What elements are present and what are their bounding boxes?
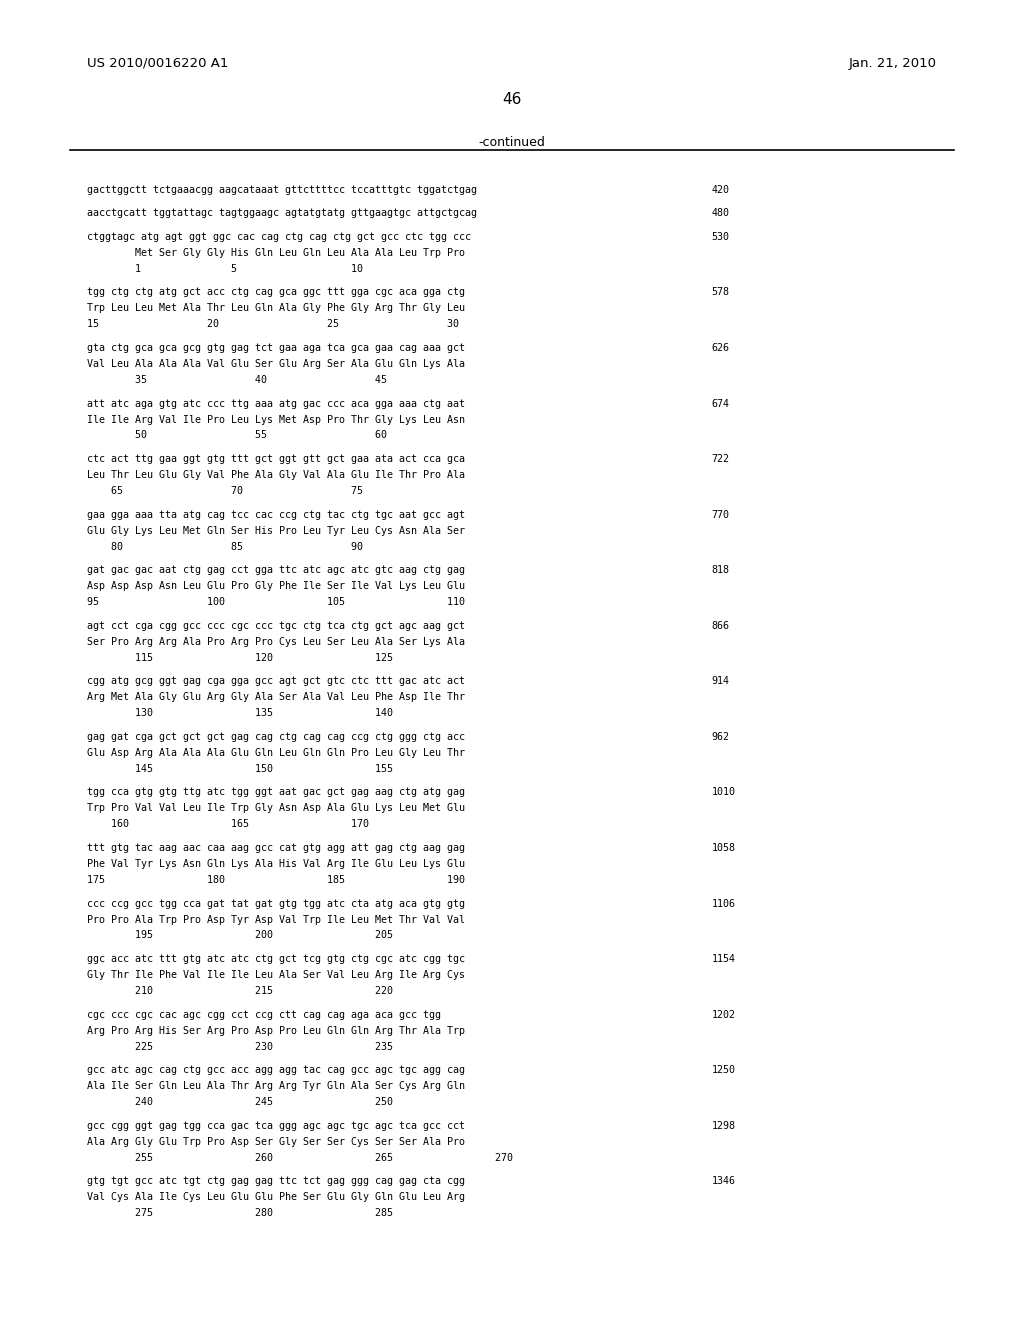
Text: 50                  55                  60: 50 55 60	[87, 430, 387, 441]
Text: 674: 674	[712, 399, 730, 408]
Text: Ser Pro Arg Arg Ala Pro Arg Pro Cys Leu Ser Leu Ala Ser Lys Ala: Ser Pro Arg Arg Ala Pro Arg Pro Cys Leu …	[87, 636, 465, 647]
Text: Ala Ile Ser Gln Leu Ala Thr Arg Arg Tyr Gln Ala Ser Cys Arg Gln: Ala Ile Ser Gln Leu Ala Thr Arg Arg Tyr …	[87, 1081, 465, 1092]
Text: 1298: 1298	[712, 1121, 735, 1131]
Text: ggc acc atc ttt gtg atc atc ctg gct tcg gtg ctg cgc atc cgg tgc: ggc acc atc ttt gtg atc atc ctg gct tcg …	[87, 954, 465, 964]
Text: 530: 530	[712, 232, 730, 242]
Text: 1154: 1154	[712, 954, 735, 964]
Text: 225                 230                 235: 225 230 235	[87, 1041, 393, 1052]
Text: Ala Arg Gly Glu Trp Pro Asp Ser Gly Ser Ser Cys Ser Ser Ala Pro: Ala Arg Gly Glu Trp Pro Asp Ser Gly Ser …	[87, 1137, 465, 1147]
Text: ctc act ttg gaa ggt gtg ttt gct ggt gtt gct gaa ata act cca gca: ctc act ttg gaa ggt gtg ttt gct ggt gtt …	[87, 454, 465, 465]
Text: 240                 245                 250: 240 245 250	[87, 1097, 393, 1107]
Text: 275                 280                 285: 275 280 285	[87, 1208, 393, 1218]
Text: gtg tgt gcc atc tgt ctg gag gag ttc tct gag ggg cag gag cta cgg: gtg tgt gcc atc tgt ctg gag gag ttc tct …	[87, 1176, 465, 1187]
Text: 35                  40                  45: 35 40 45	[87, 375, 387, 385]
Text: 145                 150                 155: 145 150 155	[87, 764, 393, 774]
Text: 1106: 1106	[712, 899, 735, 908]
Text: Glu Asp Arg Ala Ala Ala Glu Gln Leu Gln Gln Pro Leu Gly Leu Thr: Glu Asp Arg Ala Ala Ala Glu Gln Leu Gln …	[87, 748, 465, 758]
Text: gcc atc agc cag ctg gcc acc agg agg tac cag gcc agc tgc agg cag: gcc atc agc cag ctg gcc acc agg agg tac …	[87, 1065, 465, 1076]
Text: 480: 480	[712, 209, 730, 218]
Text: 1               5                   10: 1 5 10	[87, 264, 364, 273]
Text: 160                 165                 170: 160 165 170	[87, 820, 369, 829]
Text: 578: 578	[712, 288, 730, 297]
Text: 626: 626	[712, 343, 730, 352]
Text: gcc cgg ggt gag tgg cca gac tca ggg agc agc tgc agc tca gcc cct: gcc cgg ggt gag tgg cca gac tca ggg agc …	[87, 1121, 465, 1131]
Text: 818: 818	[712, 565, 730, 576]
Text: gat gac gac aat ctg gag cct gga ttc atc agc atc gtc aag ctg gag: gat gac gac aat ctg gag cct gga ttc atc …	[87, 565, 465, 576]
Text: 962: 962	[712, 731, 730, 742]
Text: US 2010/0016220 A1: US 2010/0016220 A1	[87, 57, 228, 70]
Text: aacctgcatt tggtattagc tagtggaagc agtatgtatg gttgaagtgc attgctgcag: aacctgcatt tggtattagc tagtggaagc agtatgt…	[87, 209, 477, 218]
Text: 46: 46	[503, 92, 521, 107]
Text: Glu Gly Lys Leu Met Gln Ser His Pro Leu Tyr Leu Cys Asn Ala Ser: Glu Gly Lys Leu Met Gln Ser His Pro Leu …	[87, 525, 465, 536]
Text: 175                 180                 185                 190: 175 180 185 190	[87, 875, 465, 884]
Text: Ile Ile Arg Val Ile Pro Leu Lys Met Asp Pro Thr Gly Lys Leu Asn: Ile Ile Arg Val Ile Pro Leu Lys Met Asp …	[87, 414, 465, 425]
Text: Val Cys Ala Ile Cys Leu Glu Glu Phe Ser Glu Gly Gln Glu Leu Arg: Val Cys Ala Ile Cys Leu Glu Glu Phe Ser …	[87, 1192, 465, 1203]
Text: Met Ser Gly Gly His Gln Leu Gln Leu Ala Ala Leu Trp Pro: Met Ser Gly Gly His Gln Leu Gln Leu Ala …	[87, 248, 465, 257]
Text: Val Leu Ala Ala Ala Val Glu Ser Glu Arg Ser Ala Glu Gln Lys Ala: Val Leu Ala Ala Ala Val Glu Ser Glu Arg …	[87, 359, 465, 370]
Text: att atc aga gtg atc ccc ttg aaa atg gac ccc aca gga aaa ctg aat: att atc aga gtg atc ccc ttg aaa atg gac …	[87, 399, 465, 408]
Text: 115                 120                 125: 115 120 125	[87, 652, 393, 663]
Text: 195                 200                 205: 195 200 205	[87, 931, 393, 940]
Text: cgg atg gcg ggt gag cga gga gcc agt gct gtc ctc ttt gac atc act: cgg atg gcg ggt gag cga gga gcc agt gct …	[87, 676, 465, 686]
Text: cgc ccc cgc cac agc cgg cct ccg ctt cag cag aga aca gcc tgg: cgc ccc cgc cac agc cgg cct ccg ctt cag …	[87, 1010, 441, 1019]
Text: 1058: 1058	[712, 843, 735, 853]
Text: 914: 914	[712, 676, 730, 686]
Text: tgg ctg ctg atg gct acc ctg cag gca ggc ttt gga cgc aca gga ctg: tgg ctg ctg atg gct acc ctg cag gca ggc …	[87, 288, 465, 297]
Text: 80                  85                  90: 80 85 90	[87, 541, 364, 552]
Text: 1250: 1250	[712, 1065, 735, 1076]
Text: Trp Leu Leu Met Ala Thr Leu Gln Ala Gly Phe Gly Arg Thr Gly Leu: Trp Leu Leu Met Ala Thr Leu Gln Ala Gly …	[87, 304, 465, 313]
Text: 1202: 1202	[712, 1010, 735, 1019]
Text: Jan. 21, 2010: Jan. 21, 2010	[849, 57, 937, 70]
Text: gta ctg gca gca gcg gtg gag tct gaa aga tca gca gaa cag aaa gct: gta ctg gca gca gcg gtg gag tct gaa aga …	[87, 343, 465, 352]
Text: agt cct cga cgg gcc ccc cgc ccc tgc ctg tca ctg gct agc aag gct: agt cct cga cgg gcc ccc cgc ccc tgc ctg …	[87, 620, 465, 631]
Text: 65                  70                  75: 65 70 75	[87, 486, 364, 496]
Text: Leu Thr Leu Glu Gly Val Phe Ala Gly Val Ala Glu Ile Thr Pro Ala: Leu Thr Leu Glu Gly Val Phe Ala Gly Val …	[87, 470, 465, 480]
Text: 15                  20                  25                  30: 15 20 25 30	[87, 319, 459, 330]
Text: ccc ccg gcc tgg cca gat tat gat gtg tgg atc cta atg aca gtg gtg: ccc ccg gcc tgg cca gat tat gat gtg tgg …	[87, 899, 465, 908]
Text: 866: 866	[712, 620, 730, 631]
Text: Pro Pro Ala Trp Pro Asp Tyr Asp Val Trp Ile Leu Met Thr Val Val: Pro Pro Ala Trp Pro Asp Tyr Asp Val Trp …	[87, 915, 465, 924]
Text: Gly Thr Ile Phe Val Ile Ile Leu Ala Ser Val Leu Arg Ile Arg Cys: Gly Thr Ile Phe Val Ile Ile Leu Ala Ser …	[87, 970, 465, 979]
Text: ttt gtg tac aag aac caa aag gcc cat gtg agg att gag ctg aag gag: ttt gtg tac aag aac caa aag gcc cat gtg …	[87, 843, 465, 853]
Text: 1346: 1346	[712, 1176, 735, 1187]
Text: 770: 770	[712, 510, 730, 520]
Text: gaa gga aaa tta atg cag tcc cac ccg ctg tac ctg tgc aat gcc agt: gaa gga aaa tta atg cag tcc cac ccg ctg …	[87, 510, 465, 520]
Text: ctggtagc atg agt ggt ggc cac cag ctg cag ctg gct gcc ctc tgg ccc: ctggtagc atg agt ggt ggc cac cag ctg cag…	[87, 232, 471, 242]
Text: 210                 215                 220: 210 215 220	[87, 986, 393, 997]
Text: Arg Met Ala Gly Glu Arg Gly Ala Ser Ala Val Leu Phe Asp Ile Thr: Arg Met Ala Gly Glu Arg Gly Ala Ser Ala …	[87, 692, 465, 702]
Text: gacttggctt tctgaaacgg aagcataaat gttcttttcc tccatttgtc tggatctgag: gacttggctt tctgaaacgg aagcataaat gttcttt…	[87, 185, 477, 194]
Text: 722: 722	[712, 454, 730, 465]
Text: Phe Val Tyr Lys Asn Gln Lys Ala His Val Arg Ile Glu Leu Lys Glu: Phe Val Tyr Lys Asn Gln Lys Ala His Val …	[87, 859, 465, 869]
Text: Asp Asp Asp Asn Leu Glu Pro Gly Phe Ile Ser Ile Val Lys Leu Glu: Asp Asp Asp Asn Leu Glu Pro Gly Phe Ile …	[87, 581, 465, 591]
Text: 1010: 1010	[712, 788, 735, 797]
Text: 130                 135                 140: 130 135 140	[87, 709, 393, 718]
Text: -continued: -continued	[478, 136, 546, 149]
Text: 255                 260                 265                 270: 255 260 265 270	[87, 1152, 513, 1163]
Text: Trp Pro Val Val Leu Ile Trp Gly Asn Asp Ala Glu Lys Leu Met Glu: Trp Pro Val Val Leu Ile Trp Gly Asn Asp …	[87, 804, 465, 813]
Text: Arg Pro Arg His Ser Arg Pro Asp Pro Leu Gln Gln Arg Thr Ala Trp: Arg Pro Arg His Ser Arg Pro Asp Pro Leu …	[87, 1026, 465, 1036]
Text: tgg cca gtg gtg ttg atc tgg ggt aat gac gct gag aag ctg atg gag: tgg cca gtg gtg ttg atc tgg ggt aat gac …	[87, 788, 465, 797]
Text: 95                  100                 105                 110: 95 100 105 110	[87, 597, 465, 607]
Text: 420: 420	[712, 185, 730, 194]
Text: gag gat cga gct gct gct gag cag ctg cag cag ccg ctg ggg ctg acc: gag gat cga gct gct gct gag cag ctg cag …	[87, 731, 465, 742]
